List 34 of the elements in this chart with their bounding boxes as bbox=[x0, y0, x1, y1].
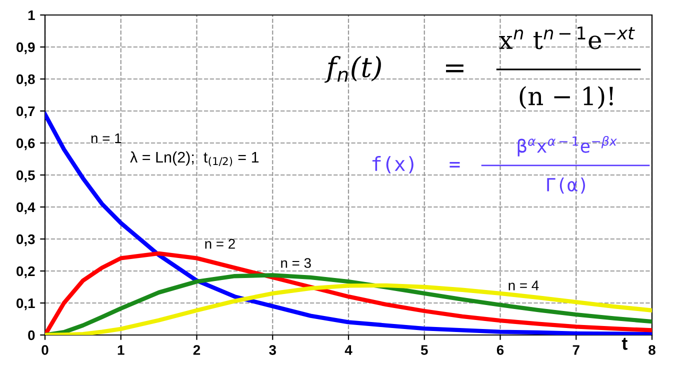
annotation: = bbox=[450, 162, 460, 168]
annotation: = bbox=[446, 64, 464, 72]
series-label: n = 3 bbox=[281, 258, 311, 268]
y-tick-label: 0,9 bbox=[16, 42, 35, 54]
y-tick-label: 0,8 bbox=[16, 74, 35, 86]
annotation: f$_{n}$(t) bbox=[324, 56, 381, 83]
x-tick-label: 2 bbox=[193, 345, 200, 355]
y-tick-label: 0,4 bbox=[16, 202, 36, 214]
y-tick-label: 0,6 bbox=[16, 138, 35, 150]
annotation: f(x) bbox=[372, 156, 414, 174]
y-tick-label: 0,2 bbox=[16, 266, 35, 278]
annotation: β$^{α}$x$^{α−1}$e$^{−βx}$ bbox=[518, 136, 618, 156]
annotation: λ = Ln(2); t$_{(1/2)}$ = 1 bbox=[130, 151, 259, 166]
y-tick-label: 1 bbox=[28, 10, 35, 20]
x-tick-label: 6 bbox=[496, 345, 504, 355]
y-tick-label: 0,3 bbox=[16, 234, 35, 246]
series-label: n = 2 bbox=[205, 238, 235, 249]
x-axis-title: t bbox=[622, 338, 628, 350]
annotation: Γ(α) bbox=[547, 178, 586, 194]
x-tick-label: 7 bbox=[572, 345, 580, 355]
x-tick-label: 0 bbox=[42, 345, 48, 355]
series-label: n = 1 bbox=[91, 133, 122, 143]
series-label: n = 4 bbox=[508, 280, 539, 290]
x-tick-label: 3 bbox=[269, 345, 276, 355]
annotation: x$^{n}$ t$^{n−1}$e$^{−xt}$ bbox=[499, 26, 635, 50]
x-tick-label: 4 bbox=[344, 345, 352, 355]
y-tick-label: 0,7 bbox=[16, 106, 35, 118]
x-tick-label: 8 bbox=[648, 345, 656, 355]
annotation: (n − 1)! bbox=[520, 86, 613, 109]
y-tick-label: 0,5 bbox=[16, 170, 35, 182]
x-tick-label: 1 bbox=[118, 345, 124, 355]
x-tick-label: 5 bbox=[420, 345, 428, 355]
y-tick-label: 0 bbox=[28, 330, 35, 340]
y-tick-label: 0,1 bbox=[16, 298, 35, 310]
